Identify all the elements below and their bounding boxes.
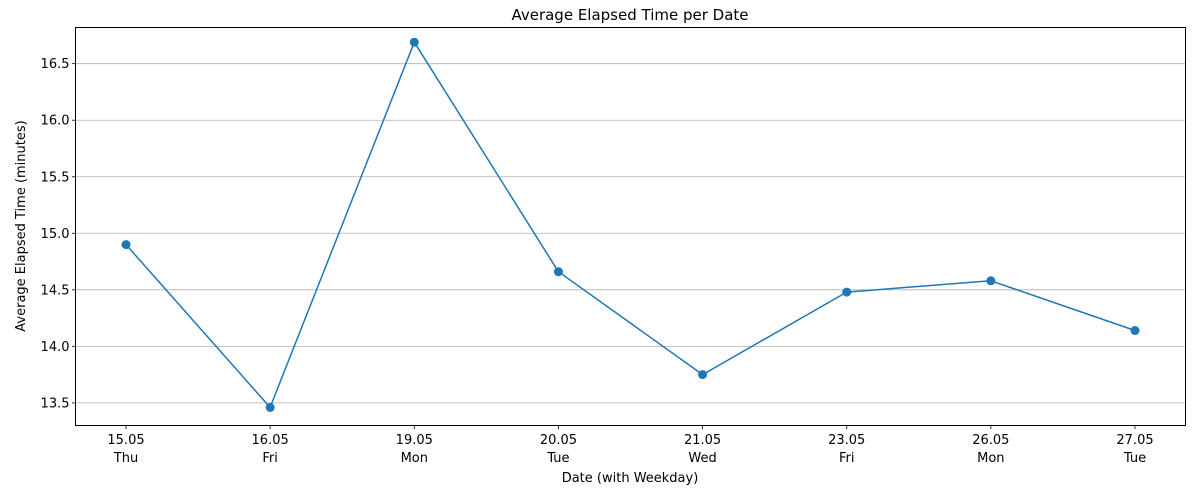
x-tick-label-weekday: Fri bbox=[262, 451, 278, 466]
chart-title: Average Elapsed Time per Date bbox=[511, 6, 748, 24]
x-tick-label-weekday: Mon bbox=[977, 451, 1004, 466]
data-point bbox=[1130, 326, 1140, 336]
y-axis-label: Average Elapsed Time (minutes) bbox=[14, 120, 29, 331]
x-tick-label-date: 19.05 bbox=[396, 433, 433, 448]
x-tick-label-date: 27.05 bbox=[1116, 433, 1153, 448]
data-point bbox=[265, 402, 275, 412]
x-tick-label-weekday: Mon bbox=[401, 451, 428, 466]
y-tick-label: 14.5 bbox=[41, 283, 70, 298]
plot-area-frame bbox=[75, 27, 1186, 426]
x-tick-label-date: 26.05 bbox=[972, 433, 1009, 448]
y-tick-label: 16.0 bbox=[41, 114, 70, 129]
x-tick-label-date: 15.05 bbox=[107, 433, 144, 448]
series-layer bbox=[121, 37, 1140, 412]
data-point bbox=[698, 370, 708, 380]
y-tick-label: 16.5 bbox=[41, 57, 70, 72]
y-gridlines bbox=[75, 63, 1186, 404]
x-tick-label-weekday: Tue bbox=[1123, 451, 1146, 466]
x-tick-label-weekday: Wed bbox=[688, 451, 716, 466]
x-tick-label-date: 23.05 bbox=[828, 433, 865, 448]
y-tick-label: 13.5 bbox=[41, 396, 70, 411]
y-tick-label: 14.0 bbox=[41, 340, 70, 355]
x-axis-ticks: 15.05 Thu 16.05 Fri 19.05 Mon 20.05 Tue 21.05 Wed… bbox=[107, 425, 1154, 466]
data-point bbox=[842, 287, 852, 297]
x-axis-label: Date (with Weekday) bbox=[562, 471, 699, 486]
x-tick-label-weekday: Thu bbox=[113, 451, 138, 466]
data-point bbox=[409, 37, 419, 47]
x-tick-label-weekday: Fri bbox=[839, 451, 855, 466]
data-point bbox=[986, 276, 996, 286]
series-line bbox=[125, 41, 1136, 409]
x-tick-label-date: 21.05 bbox=[684, 433, 721, 448]
data-point bbox=[553, 267, 563, 277]
y-axis-ticks: 13.5 14.0 14.5 15.0 15.5 16.0 16.5 bbox=[41, 57, 76, 411]
x-tick-label-date: 16.05 bbox=[252, 433, 289, 448]
x-tick-label-weekday: Tue bbox=[546, 451, 569, 466]
y-tick-label: 15.5 bbox=[41, 170, 70, 185]
x-tick-label-date: 20.05 bbox=[540, 433, 577, 448]
y-tick-label: 15.0 bbox=[41, 227, 70, 242]
data-point bbox=[121, 240, 131, 250]
